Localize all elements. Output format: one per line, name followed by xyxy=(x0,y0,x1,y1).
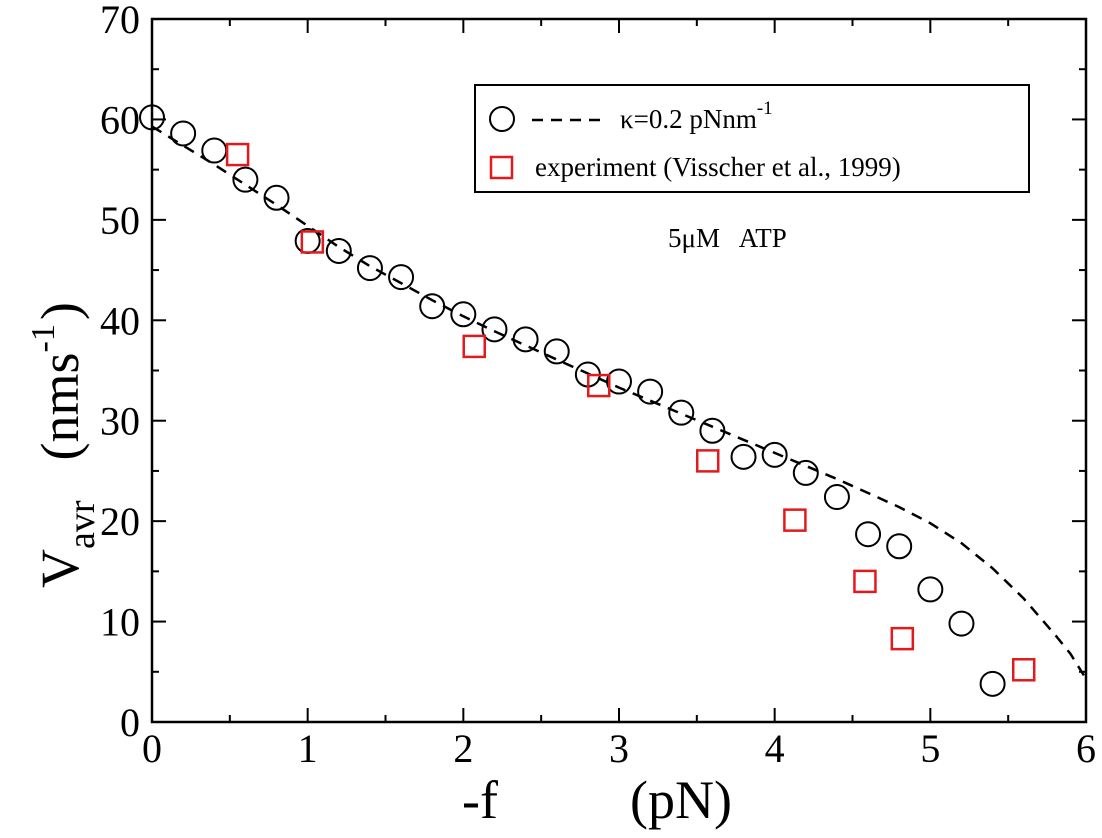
simulation-point xyxy=(170,120,197,147)
experiment-point xyxy=(225,142,250,167)
y-axis-unit: (nms xyxy=(30,352,90,460)
simulation-point xyxy=(823,484,850,511)
simulation-point xyxy=(139,104,165,131)
condition-annotation: 5μM ATP xyxy=(668,223,787,253)
x-tick-label: 0 xyxy=(142,726,162,771)
legend: κ=0.2 pNnm-1 experiment (Visscher et al.… xyxy=(474,84,1030,193)
legend-square-marker xyxy=(489,155,514,180)
legend-box xyxy=(474,84,1030,193)
simulation-point xyxy=(730,443,757,470)
series-layer xyxy=(139,104,1088,697)
simulation-point xyxy=(699,417,726,444)
x-tick-labels: 0 1 2 3 4 5 6 xyxy=(142,726,1096,771)
simulation-point xyxy=(668,399,695,426)
simulation-point xyxy=(979,670,1006,697)
x-axis-label: -f (pN) xyxy=(462,770,732,830)
y-tick-labels: 0 10 20 30 40 50 60 70 xyxy=(100,0,140,745)
y-tick-label: 20 xyxy=(100,499,140,544)
y-tick-label: 30 xyxy=(100,399,140,444)
axis-ticks xyxy=(151,18,1087,723)
legend-circle-marker xyxy=(489,106,515,132)
experiment-point xyxy=(890,626,915,651)
simulation-point xyxy=(637,378,664,405)
y-tick-label: 10 xyxy=(100,600,140,645)
legend-experiment-label: experiment (Visscher et al., 1999) xyxy=(535,152,901,182)
simulation-point xyxy=(948,610,975,637)
experiment-point xyxy=(783,508,807,532)
simulation-point xyxy=(356,255,383,282)
experiment-point xyxy=(462,334,486,359)
simulation-point xyxy=(450,301,477,328)
experiment-point xyxy=(1011,658,1036,682)
legend-simulation-label-sup: -1 xyxy=(757,98,773,119)
y-tick-label: 0 xyxy=(120,700,140,745)
x-tick-label: 6 xyxy=(1076,726,1096,771)
simulation-point xyxy=(263,184,290,211)
y-axis-main: V xyxy=(30,549,90,588)
experiment-point xyxy=(300,230,325,254)
y-axis-unit-sup: -1 xyxy=(25,324,62,352)
simulation-point xyxy=(201,137,228,164)
y-tick-label: 40 xyxy=(100,298,140,343)
simulation-point xyxy=(325,237,352,264)
x-tick-label: 2 xyxy=(453,726,473,771)
simulation-point xyxy=(419,293,446,320)
simulation-point xyxy=(481,316,508,343)
x-tick-label: 5 xyxy=(920,726,940,771)
y-tick-label: 60 xyxy=(100,97,140,142)
simulation-point xyxy=(512,326,539,353)
legend-simulation-label: κ=0.2 pNnm-1 xyxy=(620,98,773,134)
y-axis-label: Vavr (nms-1) xyxy=(25,302,103,588)
simulation-point xyxy=(388,264,415,291)
simulation-point xyxy=(886,533,913,560)
experiment-point xyxy=(853,569,877,594)
y-tick-label: 70 xyxy=(100,0,140,42)
x-axis-unit: (pN) xyxy=(630,770,732,830)
model-dashed-curve xyxy=(151,125,1088,680)
simulation-point xyxy=(606,368,632,395)
x-tick-label: 4 xyxy=(765,726,785,771)
experiment-point xyxy=(587,373,611,398)
simulation-point xyxy=(917,576,944,603)
x-tick-label: 1 xyxy=(298,726,318,771)
simulation-point xyxy=(761,441,788,468)
simulation-point xyxy=(232,166,259,193)
experiment-point xyxy=(695,449,720,473)
y-axis-subscript: avr xyxy=(61,500,103,549)
y-tick-label: 50 xyxy=(100,198,140,243)
simulation-point xyxy=(543,338,570,365)
x-tick-label: 3 xyxy=(609,726,629,771)
y-axis-unit-close: ) xyxy=(30,302,90,320)
simulation-point xyxy=(855,521,882,548)
simulation-point xyxy=(792,459,819,486)
